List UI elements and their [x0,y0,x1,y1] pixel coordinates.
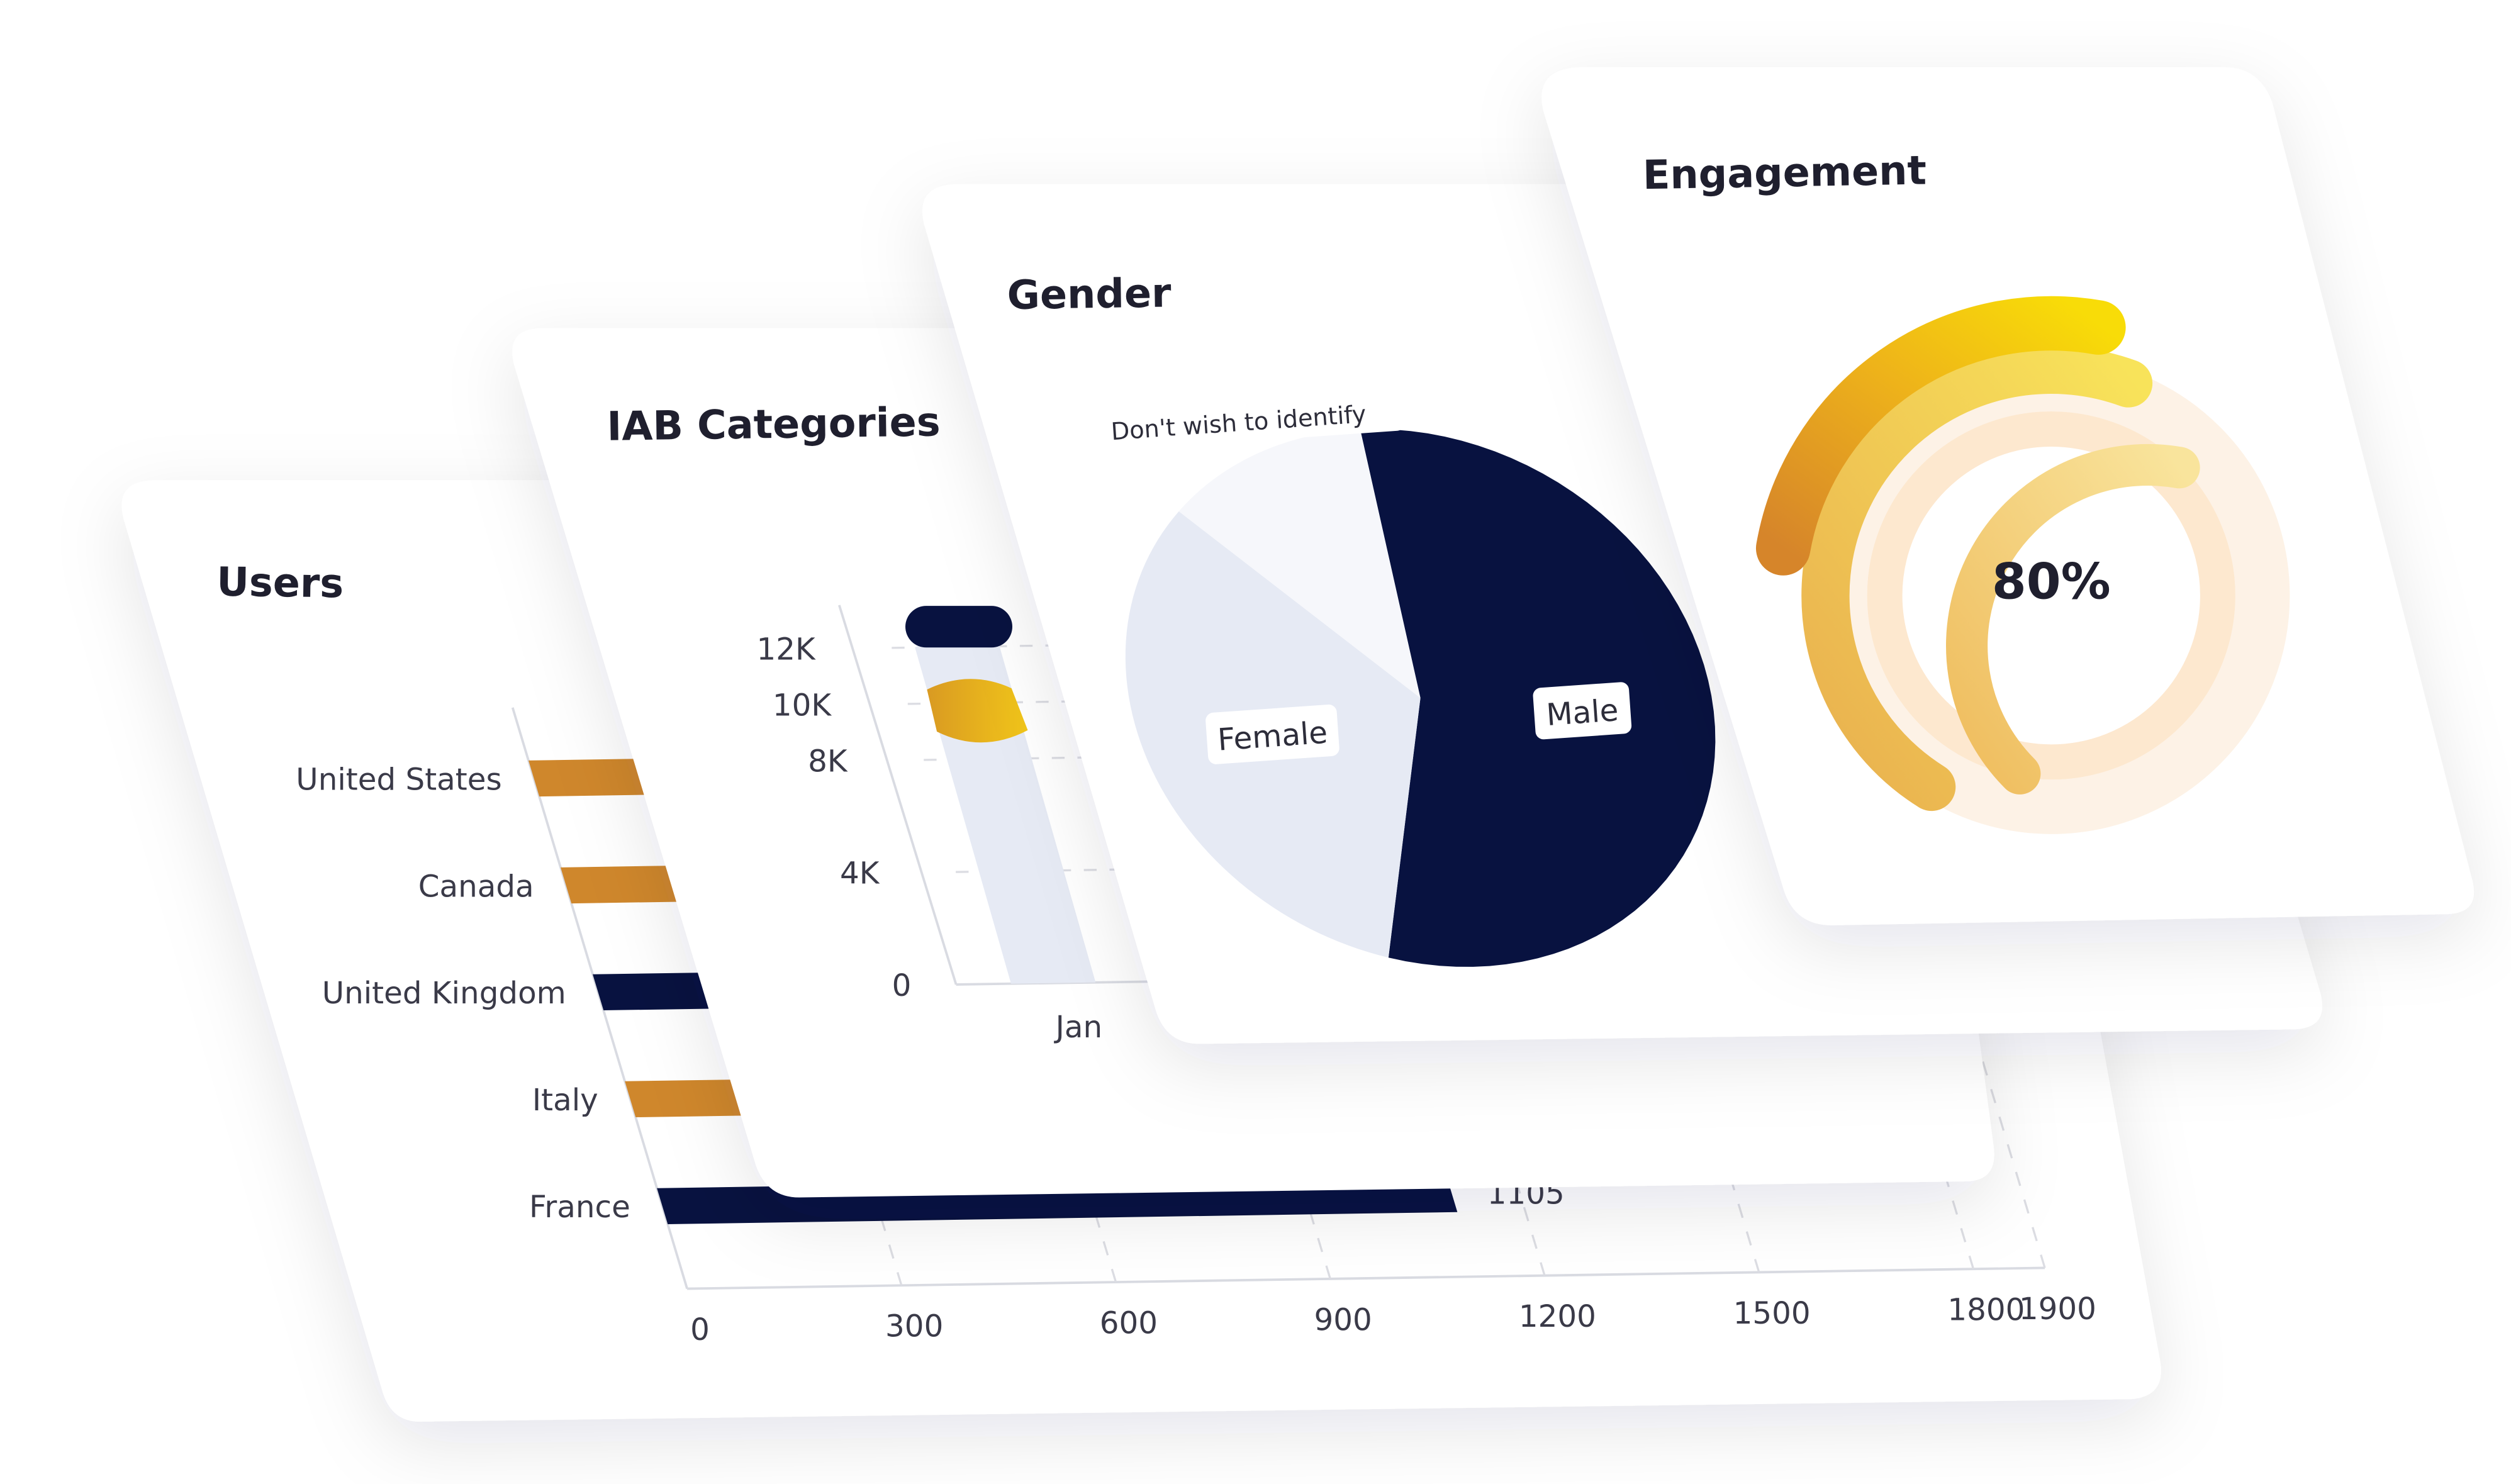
iab-category-labels: Jan [1054,1010,1103,1045]
engagement-ring-outer [1755,296,2126,576]
gender-label-pill [1071,389,1406,453]
users-x-axis [687,1266,2045,1290]
iab-title: IAB Categories [607,399,941,450]
gender-slice-label: Female [1217,715,1329,758]
iab-y-tick-label: 8K [808,744,848,779]
iab-y-tick-label: 12K [756,632,816,667]
engagement-radial [1755,296,2290,834]
engagement-card: Engagement 80% [1541,67,2475,925]
iab-x-axis [956,980,1168,986]
iab-y-tick-label: 4K [840,856,880,891]
iab-bar-cap [905,606,1013,648]
engagement-value-label: 80% [1992,553,2111,611]
iab-bars [905,606,1096,984]
users-category-label: Canada [418,869,534,904]
users-x-tick-label: 300 [885,1309,943,1344]
gender-label-pill [1533,682,1632,740]
users-category-label: United States [296,762,501,797]
users-category-label: United Kingdom [322,976,566,1011]
gender-title: Gender [1007,270,1172,319]
engagement-track-inner [1867,411,2235,780]
users-x-tick-label: 1800 [1947,1293,2025,1328]
engagement-ring-inner [1946,444,2200,795]
users-x-tick-label: 0 [690,1312,710,1347]
users-x-tick-label: 1200 [1519,1299,1596,1334]
iab-y-tick-label: 0 [892,968,912,1003]
users-category-labels: United States Canada United Kingdom Italy Fr… [296,762,630,1225]
engagement-title: Engagement [1642,147,1927,199]
users-x-tick-label: 600 [1100,1306,1158,1341]
gender-slice-label: Male [1545,693,1619,733]
iab-category-label: Jan [1054,1010,1103,1045]
users-category-label: Italy [532,1083,598,1118]
engagement-ring-middle [1801,345,2153,812]
users-x-tick-label: 900 [1314,1302,1372,1337]
iab-y-axis [838,605,958,985]
iab-y-tick-labels: 0 4K 8K 10K 12K [756,632,911,1003]
users-title: Users [216,559,344,608]
gender-label-pill [1205,704,1339,764]
users-x-tick-label: 1900 [2019,1292,2096,1327]
users-x-tick-label: 1500 [1733,1296,1811,1331]
gender-slice [1178,429,1421,698]
iab-bar [927,679,1028,743]
users-category-label: France [529,1190,630,1225]
iab-y-tick-label: 10K [773,688,832,723]
